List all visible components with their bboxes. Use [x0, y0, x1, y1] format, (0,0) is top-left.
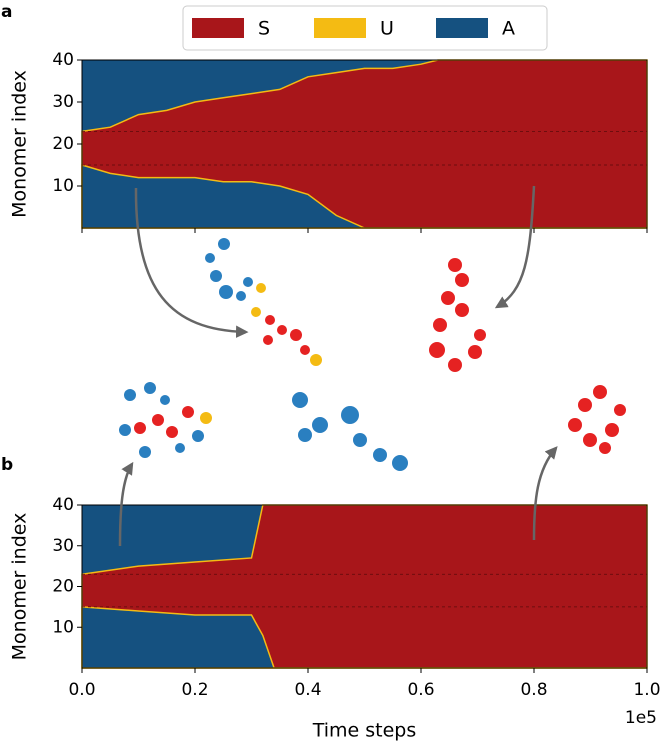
molecule-blue — [119, 238, 408, 471]
x-tick-label: 0.6 — [407, 680, 434, 700]
molecule-red — [134, 258, 626, 454]
x-tick-label: 0.0 — [68, 680, 95, 700]
panel-label: a — [1, 2, 12, 22]
y-tick-label: 40 — [52, 50, 74, 70]
x-axis-label: Time steps — [312, 720, 417, 742]
y-axis-label: Monomer index — [9, 70, 31, 218]
x-tick-label: 0.4 — [294, 680, 321, 700]
legend-label: U — [380, 18, 394, 40]
legend-swatch — [436, 18, 488, 38]
y-tick-label: 10 — [52, 176, 74, 196]
y-tick-label: 40 — [52, 495, 74, 515]
y-tick-label: 30 — [52, 536, 74, 556]
legend-label: S — [258, 18, 270, 40]
legend-label: A — [502, 18, 515, 40]
y-tick-label: 20 — [52, 134, 74, 154]
x-exponent: 1e5 — [625, 708, 657, 728]
x-tick-label: 1.0 — [633, 680, 660, 700]
x-tick-label: 0.8 — [520, 680, 547, 700]
x-tick-label: 0.2 — [181, 680, 208, 700]
y-tick-label: 10 — [52, 617, 74, 637]
legend-swatch — [192, 18, 244, 38]
legend-swatch — [314, 18, 366, 38]
molecule-illustrations — [118, 185, 626, 547]
molecule-yellow — [200, 283, 322, 424]
y-tick-label: 30 — [52, 92, 74, 112]
y-tick-label: 20 — [52, 577, 74, 597]
y-axis-label: Monomer index — [9, 513, 31, 661]
panel-label: b — [1, 455, 13, 475]
arrows — [118, 185, 558, 547]
